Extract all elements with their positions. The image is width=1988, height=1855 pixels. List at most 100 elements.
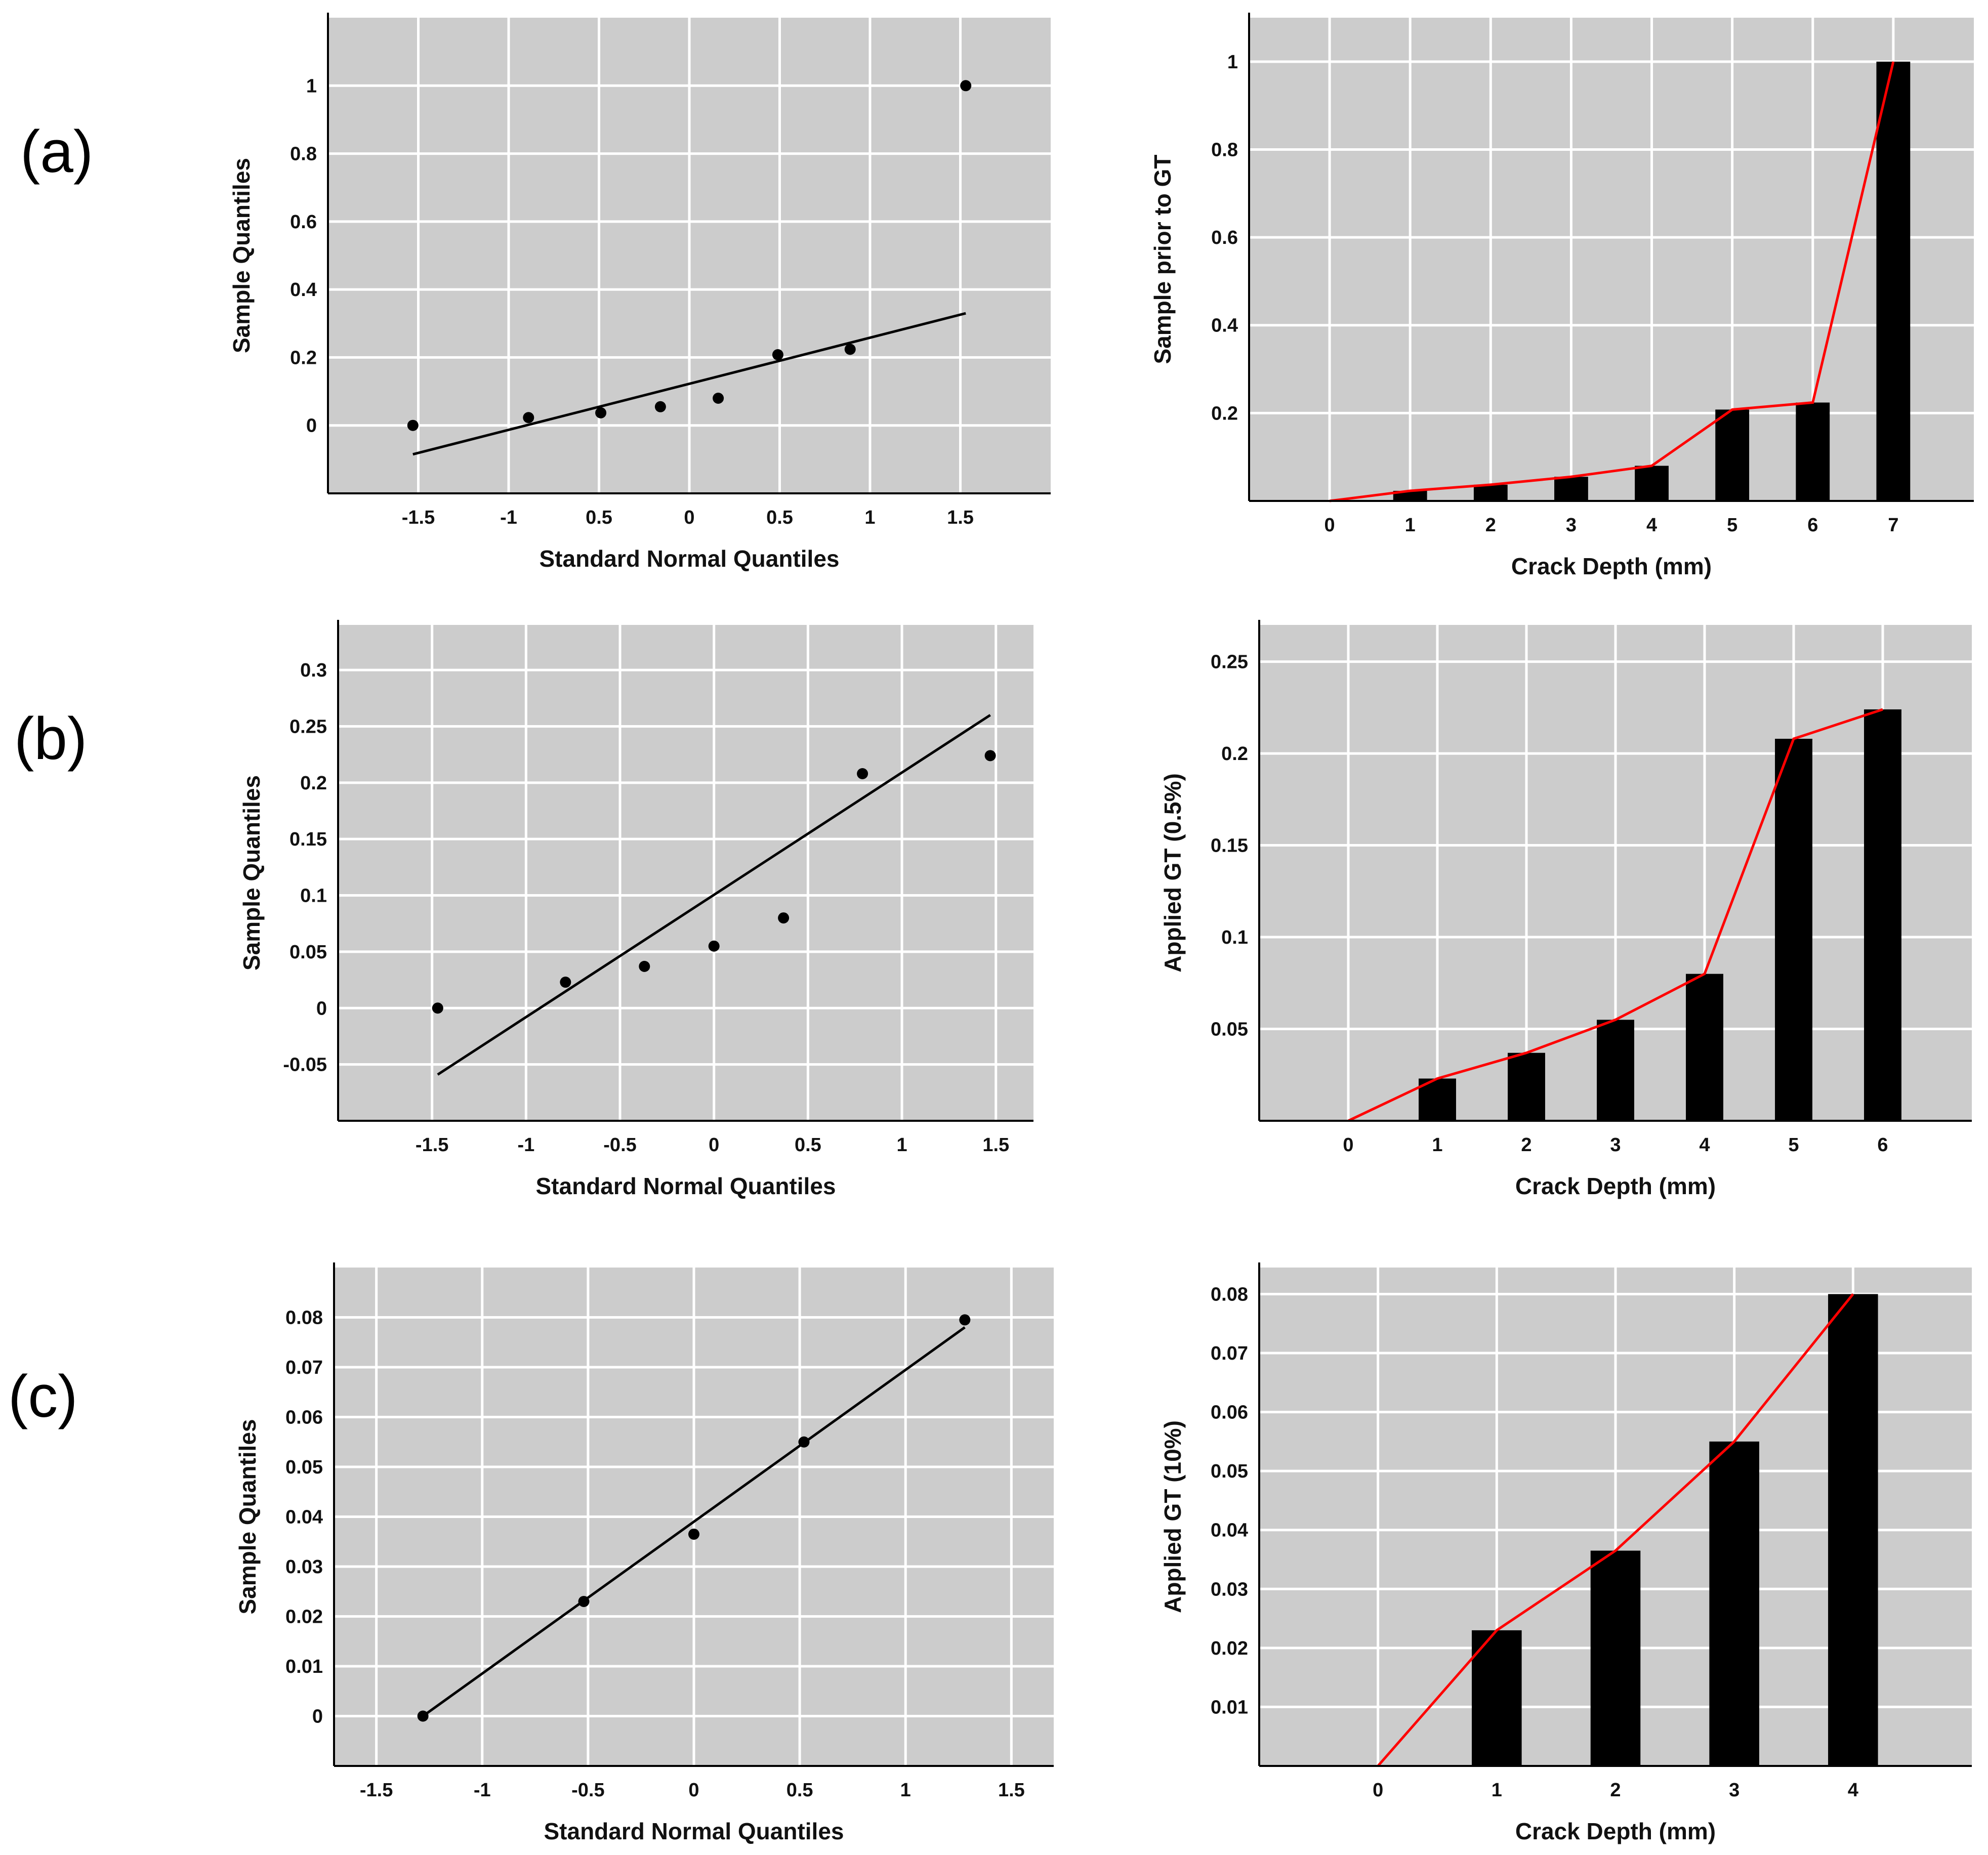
x-tick-label: 5 (1788, 1134, 1799, 1156)
x-tick-label: 7 (1888, 515, 1898, 536)
x-tick-label: 1.5 (947, 507, 974, 528)
reference-fit-line (437, 714, 991, 1076)
x-tick-label: 4 (1646, 515, 1657, 536)
x-tick-label: -1.5 (360, 1780, 393, 1801)
x-tick-label: 0 (1343, 1134, 1353, 1156)
x-axis-label: Standard Normal Quantiles (544, 1818, 844, 1844)
x-tick-label: 3 (1729, 1780, 1740, 1801)
y-tick-label: 0.2 (300, 773, 327, 794)
bar-depth-4 (1686, 974, 1723, 1121)
x-tick-label: -0.5 (603, 1134, 636, 1156)
bar-depth-4 (1635, 466, 1669, 501)
y-tick-label: 0.05 (285, 1457, 323, 1478)
bar-depth-5 (1775, 739, 1812, 1121)
x-tick-label: 6 (1877, 1134, 1888, 1156)
y-tick-label: 1 (306, 75, 317, 97)
bar-depth-7 (1876, 61, 1911, 501)
y-tick-label: 0.8 (1211, 139, 1238, 160)
data-point-3 (595, 407, 607, 418)
trend-line (1329, 61, 1895, 502)
y-tick-label: 0.05 (1211, 1461, 1248, 1482)
x-tick-label: 1.5 (998, 1780, 1025, 1801)
data-point-1 (407, 419, 419, 431)
trend-line (1377, 1293, 1854, 1767)
y-tick-label: 0.05 (1211, 1019, 1248, 1040)
y-tick-label: 0.05 (289, 942, 327, 963)
x-tick-label: 0 (684, 507, 694, 528)
x-tick-label: 2 (1485, 515, 1496, 536)
y-axis-label: Applied GT (10%) (1159, 1420, 1186, 1613)
x-tick-label: 0 (688, 1780, 699, 1801)
data-point-5 (713, 393, 724, 404)
data-point-6 (857, 768, 868, 779)
data-point-6 (772, 349, 783, 361)
y-tick-label: 0.01 (285, 1656, 323, 1677)
y-tick-label: 0.08 (285, 1308, 323, 1329)
data-point-2 (560, 977, 571, 988)
data-point-3 (639, 960, 650, 972)
chart-c-bar: 0 1 2 3 4 0.01 0.02 0.03 0.04 0.05 0.06 0.07 0.08 Cra… (1159, 1262, 1972, 1844)
data-point-4 (798, 1436, 810, 1448)
y-tick-label: 0.6 (1211, 227, 1238, 248)
y-tick-label: 1 (1227, 52, 1238, 73)
x-tick-label: 3 (1610, 1134, 1621, 1156)
x-tick-label: 0.5 (795, 1134, 821, 1156)
y-axis-label: Sample Quantiles (234, 1419, 261, 1614)
y-tick-label: 0.15 (289, 829, 327, 850)
data-point-2 (523, 412, 534, 424)
y-axis-label: Sample prior to GT (1149, 154, 1176, 364)
y-tick-label: 0.06 (1211, 1402, 1248, 1423)
y-tick-label: 0.06 (285, 1407, 323, 1428)
plot-background (338, 625, 1033, 1121)
data-point-5 (778, 912, 790, 924)
y-tick-label: 0.15 (1211, 835, 1248, 857)
y-tick-label: 0.03 (285, 1556, 323, 1578)
data-point-4 (708, 940, 720, 952)
y-tick-label: 0.25 (1211, 652, 1248, 673)
y-tick-label: 0.1 (1221, 927, 1248, 948)
chart-b-qq: -1.5 -1 -0.5 0 0.5 1 1.5 -0.05 0 0.05 0.1 0.15 0.2 0.… (238, 620, 1033, 1199)
y-tick-label: 0.4 (1211, 315, 1238, 336)
x-tick-label: 0 (1373, 1780, 1383, 1801)
data-point-1 (432, 1002, 443, 1014)
y-tick-label: 0.02 (1211, 1638, 1248, 1659)
x-tick-label: -1 (500, 507, 517, 528)
y-axis-label: Sample Quantiles (238, 775, 265, 971)
x-tick-label: -0.5 (571, 1780, 604, 1801)
x-tick-label: 3 (1566, 515, 1577, 536)
x-tick-label: 2 (1521, 1134, 1531, 1156)
y-tick-label: 0.03 (1211, 1579, 1248, 1600)
data-point-5 (959, 1314, 971, 1326)
y-tick-label: 0.04 (285, 1507, 323, 1528)
y-tick-label: -0.05 (283, 1055, 327, 1076)
data-point-7 (984, 750, 996, 762)
y-tick-label: 0.3 (300, 660, 327, 681)
chart-a-bar: 0 1 2 3 4 5 6 7 0.2 0.4 0.6 0.8 1 Crack Depth (mm) Sam… (1149, 13, 1974, 579)
x-tick-label: 0 (709, 1134, 719, 1156)
y-tick-label: 0.07 (1211, 1343, 1248, 1364)
chart-c-qq: -1.5 -1 -0.5 0 0.5 1 1.5 0 0.01 0.02 0.03 0.04 0.05 0… (234, 1262, 1054, 1844)
x-axis-label: Standard Normal Quantiles (539, 545, 839, 572)
data-point-8 (960, 80, 972, 92)
trend-line (1347, 708, 1883, 1122)
x-tick-label: 1 (1432, 1134, 1442, 1156)
x-tick-label: 1 (1405, 515, 1416, 536)
data-point-1 (417, 1710, 429, 1722)
bar-depth-4 (1828, 1294, 1878, 1766)
bar-depth-2 (1473, 484, 1508, 501)
data-point-2 (578, 1595, 590, 1607)
chart-a-qq: -1.5 -1 0.5 0 0.5 1 1.5 0 0.2 0.4 0.6 0.8 1 Standard … (228, 13, 1051, 572)
reference-fit-line (412, 312, 966, 456)
x-axis-label: Standard Normal Quantiles (535, 1173, 836, 1199)
x-tick-label: 0.5 (766, 507, 793, 528)
panel-label-c: (c) (8, 1363, 78, 1430)
x-tick-label: 0 (1324, 515, 1335, 536)
y-axis-label: Applied GT (0.5%) (1159, 773, 1186, 973)
data-point-3 (688, 1528, 699, 1540)
bar-depth-2 (1590, 1550, 1641, 1766)
x-tick-label: -1 (474, 1780, 491, 1801)
x-tick-label: 1 (864, 507, 875, 528)
x-tick-label: 4 (1848, 1780, 1858, 1801)
y-tick-label: 0.2 (1221, 743, 1248, 765)
